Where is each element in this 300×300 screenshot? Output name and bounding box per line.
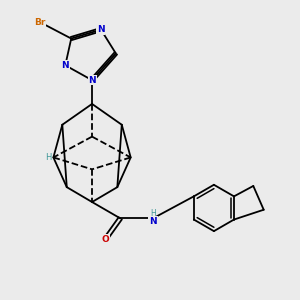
Text: N: N xyxy=(61,61,69,70)
Text: Br: Br xyxy=(34,18,46,27)
Text: O: O xyxy=(101,235,109,244)
Text: N: N xyxy=(97,25,105,34)
Text: N: N xyxy=(88,76,96,85)
Text: H: H xyxy=(150,208,156,217)
Text: H: H xyxy=(45,153,51,162)
Text: N: N xyxy=(149,217,157,226)
